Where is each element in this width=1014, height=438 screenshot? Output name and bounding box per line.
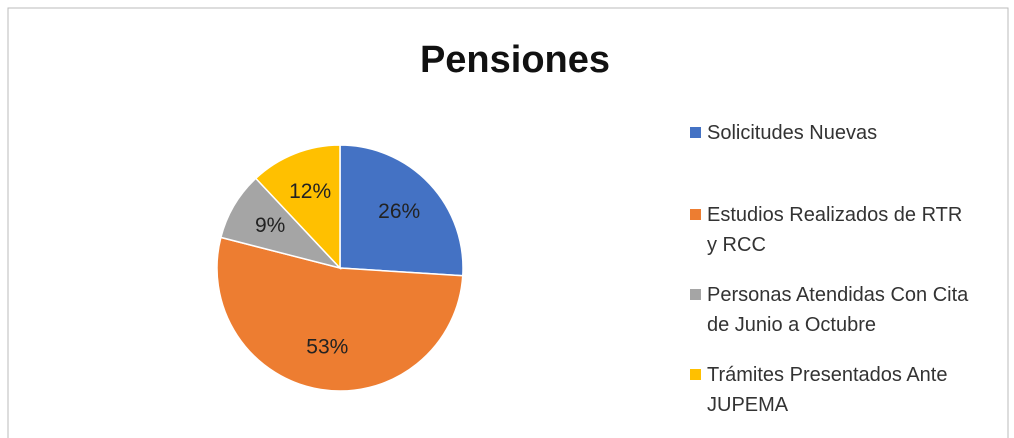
data-label: 9% bbox=[255, 214, 285, 237]
data-label: 53% bbox=[306, 336, 348, 359]
legend-swatch bbox=[690, 369, 701, 380]
pie-slice bbox=[216, 236, 464, 392]
chart-border bbox=[7, 7, 1009, 438]
data-label: 26% bbox=[378, 200, 420, 223]
legend-label: Trámites Presentados Ante JUPEMA bbox=[707, 364, 948, 416]
data-label: 12% bbox=[289, 180, 331, 203]
legend-swatch bbox=[690, 289, 701, 300]
chart-title: Pensiones bbox=[420, 39, 610, 81]
pie-slice bbox=[254, 144, 341, 270]
legend-item: Estudios Realizados de RTR y RCC bbox=[690, 200, 977, 260]
legend-item: Personas Atendidas Con Cita de Junio a O… bbox=[690, 280, 977, 340]
legend-item: Trámites Presentados Ante JUPEMA bbox=[690, 360, 977, 420]
legend-swatch bbox=[690, 209, 701, 220]
legend-swatch bbox=[690, 127, 701, 138]
legend-label: Estudios Realizados de RTR y RCC bbox=[707, 204, 963, 256]
pie-slice bbox=[339, 144, 464, 277]
legend-label: Solicitudes Nuevas bbox=[707, 122, 878, 144]
legend-label: Personas Atendidas Con Cita de Junio a O… bbox=[707, 284, 969, 336]
legend-item: Solicitudes Nuevas bbox=[690, 118, 977, 148]
